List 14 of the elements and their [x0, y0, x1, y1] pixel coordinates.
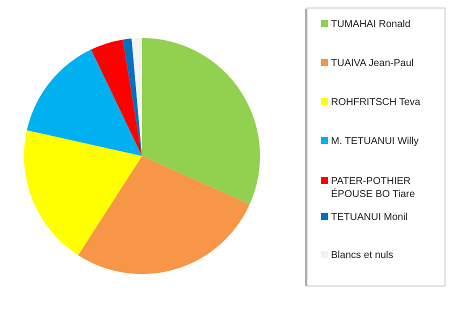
legend-label: TUAIVA Jean-Paul	[331, 58, 414, 69]
pie-slice	[78, 156, 250, 274]
pie-slice	[122, 38, 142, 156]
pie-slice	[26, 50, 142, 156]
legend-label: TETUANUI Monil	[331, 212, 408, 223]
pie-slice	[91, 40, 142, 156]
pie-slice	[24, 130, 142, 256]
legend-label: ROHFRITSCH Teva	[331, 96, 421, 108]
pie-slice	[142, 38, 260, 204]
legend-label: M. TETUANUI Willy	[331, 136, 419, 147]
pie-slice	[132, 38, 142, 156]
legend-label: Blancs et nuls	[331, 250, 394, 261]
legend-label: PATER-POTHIER ÉPOUSE BO Tiare	[331, 176, 416, 200]
legend-label: TUMAHAI Ronald	[331, 18, 410, 30]
